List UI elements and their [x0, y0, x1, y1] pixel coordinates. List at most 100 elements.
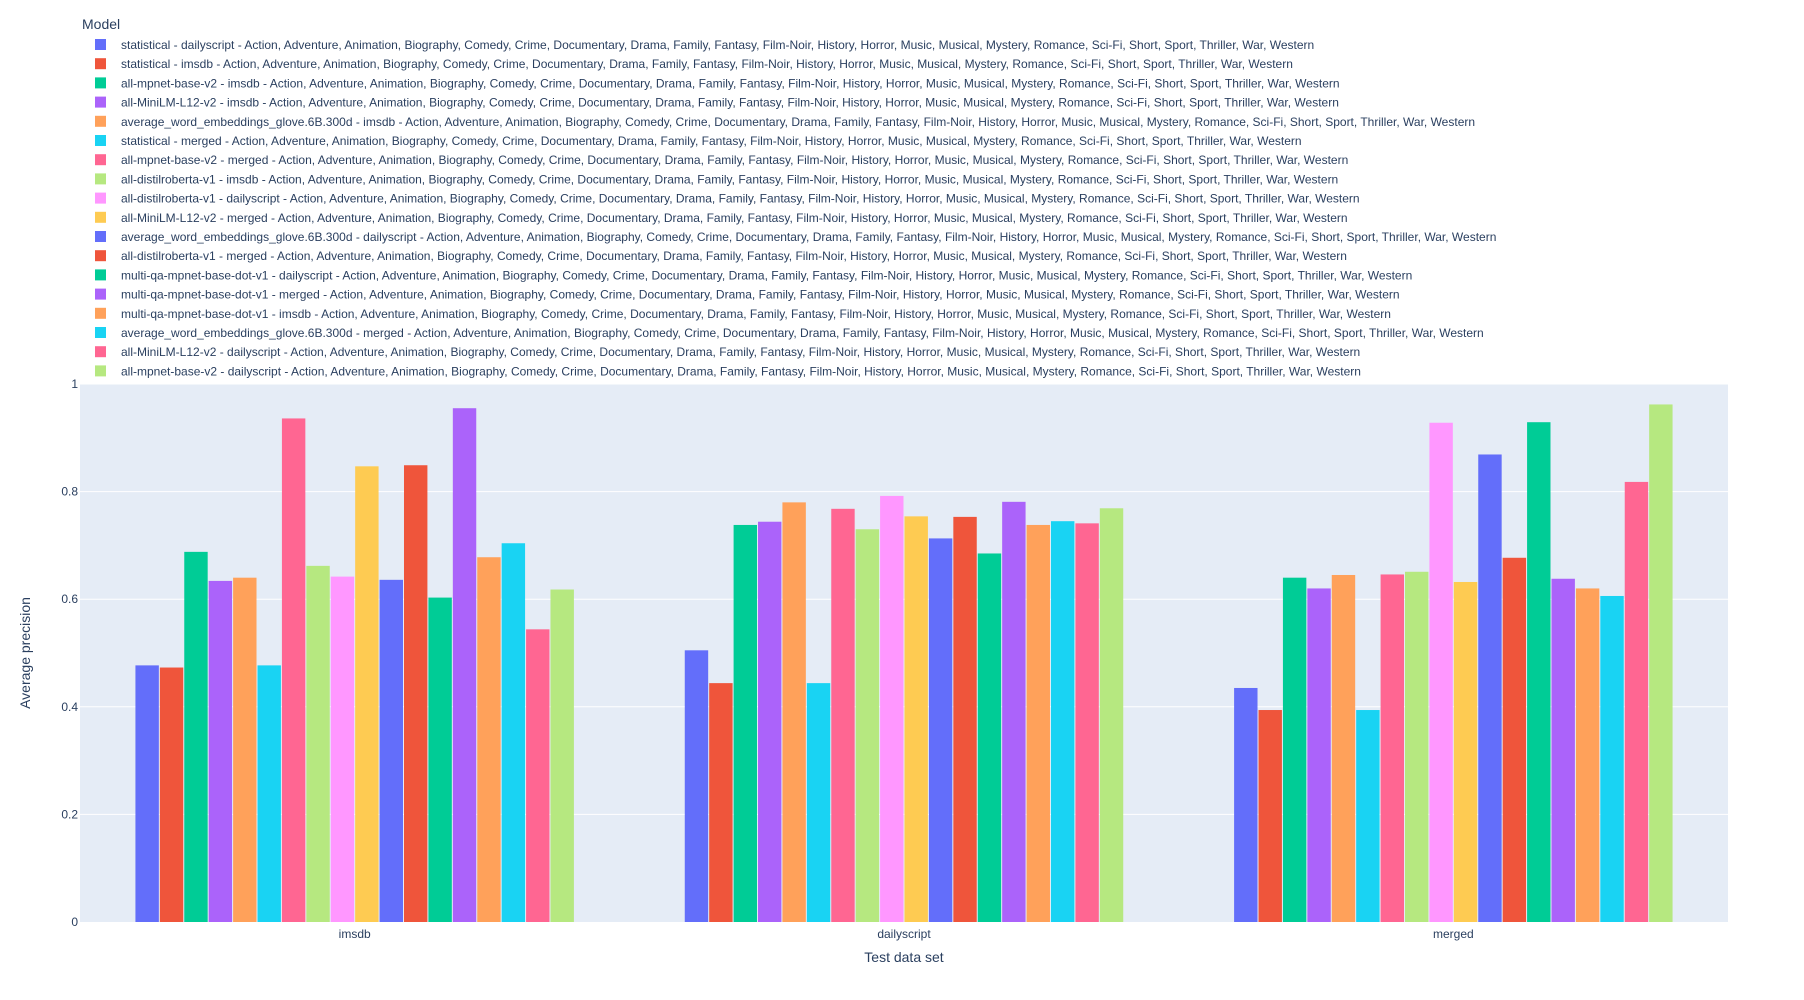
legend-swatch[interactable] — [95, 231, 106, 242]
bar — [1478, 454, 1502, 922]
bar — [159, 667, 184, 922]
legend-swatch[interactable] — [95, 288, 106, 300]
legend-item-label[interactable]: average_word_embeddings_glove.6B.300d - … — [121, 326, 1484, 340]
legend-item-label[interactable]: all-distilroberta-v1 - merged - Action, … — [121, 249, 1347, 263]
legend-item-label[interactable]: all-MiniLM-L12-v2 - imsdb - Action, Adve… — [121, 96, 1339, 110]
legend-swatch[interactable] — [95, 250, 106, 262]
bar — [1026, 524, 1050, 922]
bar — [684, 650, 709, 922]
bar — [831, 508, 855, 922]
bar — [1527, 422, 1551, 922]
legend-item-label[interactable]: statistical - merged - Action, Adventure… — [121, 134, 1302, 148]
legend-swatch[interactable] — [95, 307, 106, 319]
y-tick-label: 1 — [71, 377, 78, 391]
x-tick-label: merged — [1433, 927, 1474, 941]
bar — [501, 543, 526, 922]
legend-item-label[interactable]: all-mpnet-base-v2 - merged - Action, Adv… — [121, 153, 1348, 167]
y-axis-ticks: 0 0.2 0.4 0.6 0.8 1 — [61, 377, 78, 929]
bar — [709, 683, 733, 922]
legend-swatch[interactable] — [95, 192, 106, 204]
legend-item-label[interactable]: statistical - imsdb - Action, Adventure,… — [121, 57, 1293, 71]
x-axis-title: Test data set — [864, 949, 943, 965]
bar — [1356, 710, 1380, 922]
bars — [135, 404, 1673, 923]
legend-swatch[interactable] — [95, 269, 106, 281]
legend-item-label[interactable]: average_word_embeddings_glove.6B.300d - … — [121, 115, 1475, 129]
bar — [452, 408, 477, 923]
bar — [782, 502, 806, 922]
bar — [403, 465, 428, 922]
legend-swatch[interactable] — [95, 135, 106, 146]
legend-swatch[interactable] — [95, 115, 106, 127]
legend-item-label[interactable]: multi-qa-mpnet-base-dot-v1 - merged - Ac… — [121, 288, 1400, 302]
legend-item-label[interactable]: all-mpnet-base-v2 - imsdb - Action, Adve… — [121, 76, 1340, 90]
legend: Model statistical - dailyscript - Action… — [82, 16, 1496, 378]
bar — [306, 565, 330, 922]
bar — [1649, 404, 1673, 923]
bar — [1600, 595, 1624, 922]
y-tick-label: 0.2 — [61, 807, 78, 821]
bar — [1575, 588, 1600, 922]
bar — [1380, 574, 1405, 922]
legend-swatch[interactable] — [95, 211, 106, 223]
bar — [806, 683, 831, 922]
legend-swatch[interactable] — [95, 327, 106, 338]
y-axis-title: Average precision — [17, 597, 33, 709]
legend-swatch[interactable] — [95, 96, 106, 108]
bar — [1502, 557, 1527, 922]
y-tick-label: 0.8 — [61, 485, 78, 499]
legend-item-label[interactable]: average_word_embeddings_glove.6B.300d - … — [121, 230, 1496, 244]
bar — [379, 579, 403, 922]
legend-swatch[interactable] — [95, 173, 106, 185]
x-tick-label: imsdb — [339, 927, 371, 941]
x-axis-ticks: imsdb dailyscript merged — [339, 927, 1474, 941]
legend-item-label[interactable]: all-MiniLM-L12-v2 - merged - Action, Adv… — [121, 211, 1348, 225]
bar — [208, 580, 233, 922]
legend-item-label[interactable]: all-mpnet-base-v2 - dailyscript - Action… — [121, 364, 1361, 378]
bar — [281, 418, 306, 922]
legend-item-label[interactable]: all-distilroberta-v1 - dailyscript - Act… — [121, 192, 1360, 206]
y-tick-label: 0 — [71, 915, 78, 929]
bar — [526, 629, 550, 922]
legend-item-label[interactable]: all-distilroberta-v1 - imsdb - Action, A… — [121, 172, 1338, 186]
bar — [1099, 508, 1124, 922]
bar — [1307, 588, 1331, 922]
bar — [1624, 481, 1649, 922]
bar — [1050, 521, 1075, 922]
bar — [928, 538, 953, 922]
bar — [733, 524, 758, 922]
bar — [135, 665, 159, 922]
legend-item-label[interactable]: multi-qa-mpnet-base-dot-v1 - dailyscript… — [121, 268, 1412, 282]
bar — [904, 516, 928, 922]
plot-area — [80, 384, 1728, 922]
legend-swatch[interactable] — [95, 77, 106, 89]
legend-swatch[interactable] — [95, 58, 106, 70]
bar — [880, 495, 904, 922]
bar — [428, 597, 452, 922]
bar — [477, 557, 501, 922]
bar — [1429, 422, 1453, 922]
bar — [1453, 581, 1478, 922]
legend-item-label[interactable]: all-MiniLM-L12-v2 - dailyscript - Action… — [121, 345, 1360, 359]
bar — [1282, 577, 1307, 922]
bar — [1551, 578, 1575, 922]
bar — [977, 553, 1002, 922]
bar — [953, 516, 977, 922]
bar — [1258, 710, 1282, 922]
legend-item-label[interactable]: multi-qa-mpnet-base-dot-v1 - imsdb - Act… — [121, 307, 1391, 321]
y-tick-label: 0.6 — [61, 592, 78, 606]
y-tick-label: 0.4 — [61, 700, 78, 714]
legend-swatch[interactable] — [95, 365, 106, 377]
legend-swatch[interactable] — [95, 346, 106, 358]
legend-swatch[interactable] — [95, 39, 106, 50]
bar — [855, 529, 880, 922]
bar — [1075, 523, 1099, 922]
bar — [1405, 571, 1429, 922]
bar — [1002, 501, 1026, 922]
legend-item-label[interactable]: statistical - dailyscript - Action, Adve… — [121, 38, 1314, 52]
bar — [257, 665, 281, 922]
legend-swatch[interactable] — [95, 154, 106, 166]
x-tick-label: dailyscript — [877, 927, 931, 941]
bar — [355, 466, 379, 922]
